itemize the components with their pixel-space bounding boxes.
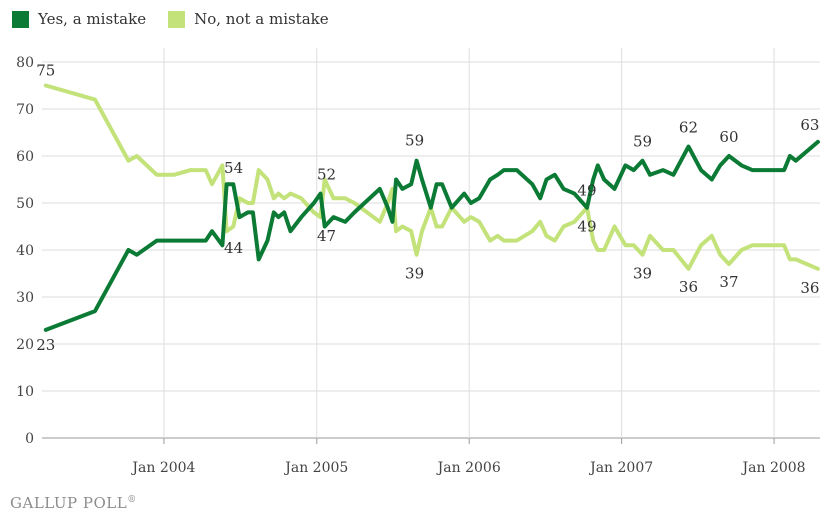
data-label: 44	[224, 239, 243, 257]
gallup-poll-logo: GALLUP POLL®	[10, 494, 137, 512]
y-tick-label: 50	[16, 196, 34, 212]
data-label: 60	[719, 128, 738, 146]
data-label: 36	[800, 279, 819, 297]
y-tick-label: 80	[16, 55, 34, 71]
grid	[42, 48, 820, 444]
data-label: 39	[633, 265, 652, 283]
series-line-no	[43, 83, 820, 271]
data-label: 39	[405, 265, 424, 283]
series-line-yes	[43, 139, 820, 332]
legend-item-yes: Yes, a mistake	[12, 10, 146, 28]
x-tick-label: Jan 2004	[130, 460, 195, 476]
legend-item-no: No, not a mistake	[168, 10, 329, 28]
legend-label-no: No, not a mistake	[194, 10, 329, 28]
data-label: 75	[36, 62, 55, 80]
data-label: 63	[800, 116, 819, 134]
x-tick-label: Jan 2008	[741, 460, 806, 476]
x-tick-label: Jan 2006	[436, 460, 501, 476]
data-label: 62	[679, 119, 698, 137]
data-label: 49	[577, 218, 596, 236]
data-label: 59	[405, 132, 424, 150]
legend-swatch-no	[168, 10, 186, 28]
brand-text: GALLUP POLL	[10, 494, 128, 512]
data-label: 47	[317, 227, 336, 245]
y-tick-label: 70	[16, 102, 34, 118]
x-tick-label: Jan 2007	[588, 460, 653, 476]
y-tick-label: 0	[25, 431, 34, 447]
y-axis-ticks: 0 10 20 30 40 50 60 70 80	[16, 55, 34, 447]
legend-label-yes: Yes, a mistake	[38, 10, 147, 28]
y-tick-label: 40	[16, 243, 34, 259]
data-label: 52	[317, 166, 336, 184]
legend: Yes, a mistake No, not a mistake	[12, 6, 351, 32]
data-label: 23	[36, 336, 55, 354]
registered-mark: ®	[127, 495, 137, 505]
y-tick-label: 30	[16, 290, 34, 306]
data-label: 54	[224, 159, 243, 177]
x-axis-ticks: Jan 2004 Jan 2005 Jan 2006 Jan 2007 Jan 2008	[130, 460, 805, 476]
data-label: 59	[633, 133, 652, 151]
data-label: 49	[577, 182, 596, 200]
y-tick-label: 60	[16, 149, 34, 165]
series-lines	[43, 83, 820, 332]
data-label: 37	[719, 273, 738, 291]
y-tick-label: 20	[16, 337, 34, 353]
legend-swatch-yes	[12, 10, 29, 28]
data-labels: 75 23 54 44 52 47 59 39 49 49 59 39 62 36 60 37 63 36	[36, 62, 819, 354]
y-tick-label: 10	[16, 384, 34, 400]
data-label: 36	[679, 278, 698, 296]
x-tick-label: Jan 2005	[283, 460, 348, 476]
